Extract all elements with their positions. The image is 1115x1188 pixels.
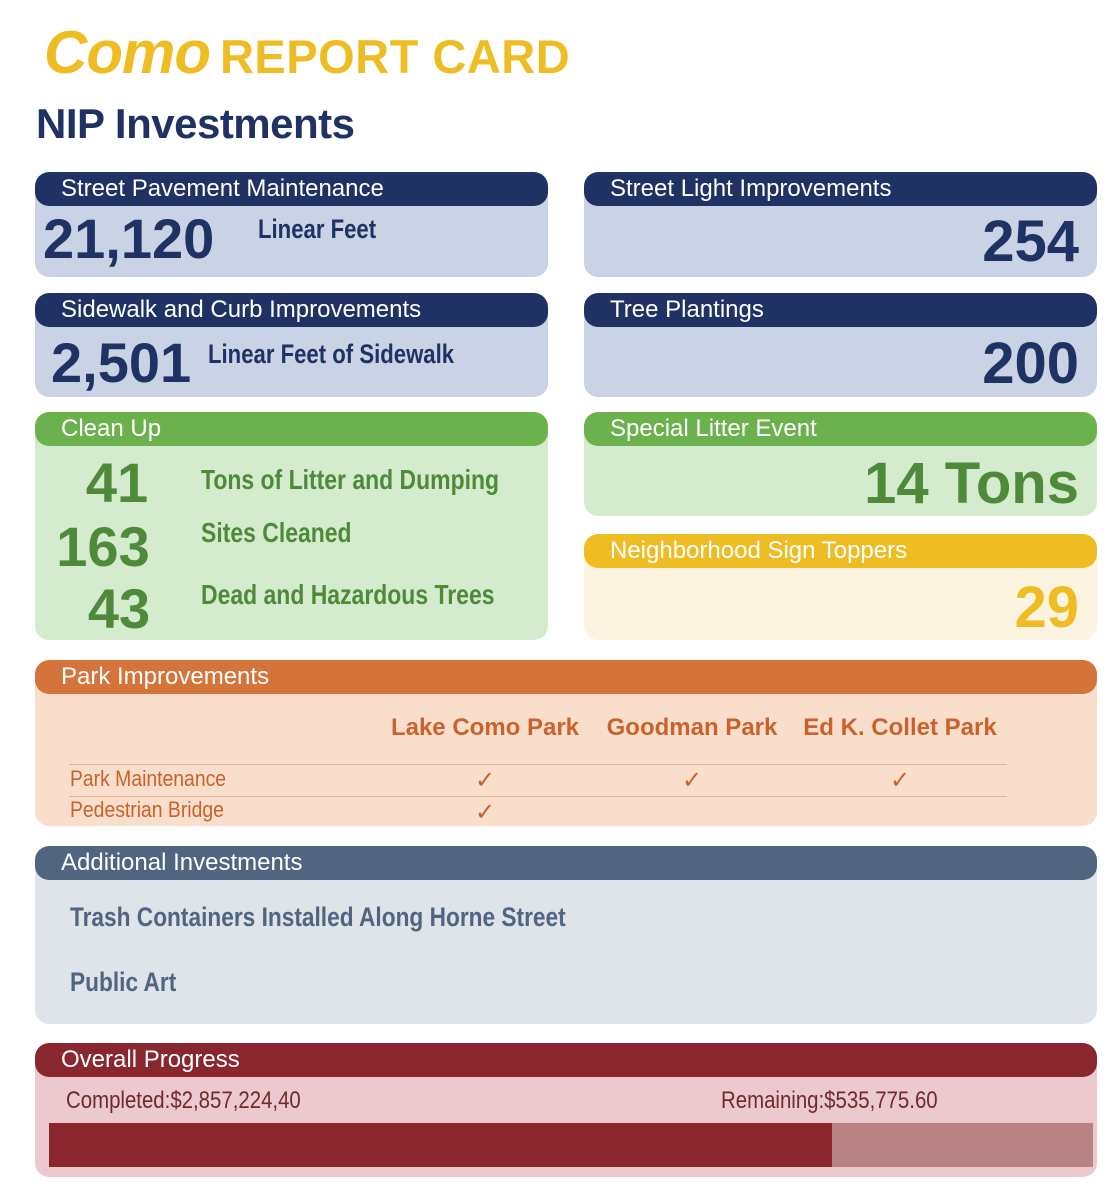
stat-unit: Linear Feet <box>258 214 377 244</box>
card-title: Additional Investments <box>35 846 1097 880</box>
card-clean-up: Clean Up 41 Tons of Litter and Dumping 1… <box>35 412 548 640</box>
table-divider <box>69 796 1007 797</box>
card-sidewalk: Sidewalk and Curb Improvements 2,501 Lin… <box>35 293 548 397</box>
stat-value: 254 <box>982 209 1079 274</box>
stat-value: 200 <box>982 331 1079 396</box>
card-street-pavement: Street Pavement Maintenance 21,120 Linea… <box>35 172 548 277</box>
card-title: Sidewalk and Curb Improvements <box>35 293 548 327</box>
card-sign-toppers: Neighborhood Sign Toppers 29 <box>584 534 1097 640</box>
brand-report-card: REPORT CARD <box>219 30 571 83</box>
cleanup-value: 41 <box>85 451 149 514</box>
card-title: Special Litter Event <box>584 412 1097 446</box>
card-overall-progress: Overall Progress Completed:$2,857,224,40… <box>35 1043 1097 1177</box>
park-column-header: Ed K. Collet Park <box>803 714 997 741</box>
park-column-header: Lake Como Park <box>390 714 580 741</box>
progress-bar <box>49 1123 1093 1167</box>
card-title: Park Improvements <box>35 660 1097 694</box>
cleanup-value: 163 <box>56 515 150 578</box>
check-icon: ✓ <box>889 767 911 794</box>
cleanup-label: Sites Cleaned <box>201 517 352 548</box>
investment-item: Public Art <box>70 967 177 997</box>
cleanup-label: Tons of Litter and Dumping <box>201 464 500 495</box>
page-title: NIP Investments <box>36 100 355 147</box>
check-icon: ✓ <box>474 767 496 794</box>
card-tree-plantings: Tree Plantings 200 <box>584 293 1097 397</box>
stat-value: 14 Tons <box>864 451 1079 516</box>
card-title: Overall Progress <box>35 1043 1097 1077</box>
investment-item: Trash Containers Installed Along Horne S… <box>70 902 566 932</box>
card-title: Neighborhood Sign Toppers <box>584 534 1097 568</box>
cleanup-label: Dead and Hazardous Trees <box>201 579 495 610</box>
stat-value: 29 <box>1014 575 1079 640</box>
brand-como: Como <box>44 19 211 86</box>
card-title: Tree Plantings <box>584 293 1097 327</box>
card-park-improvements: Park Improvements Lake Como Park Goodman… <box>35 660 1097 826</box>
card-street-light: Street Light Improvements 254 <box>584 172 1097 277</box>
cleanup-value: 43 <box>87 577 151 640</box>
check-icon: ✓ <box>681 767 703 794</box>
card-title: Clean Up <box>35 412 548 446</box>
completed-label: Completed:$2,857,224,40 <box>66 1087 301 1114</box>
park-row-label: Pedestrian Bridge <box>70 797 224 822</box>
card-special-litter: Special Litter Event 14 Tons <box>584 412 1097 516</box>
card-title: Street Pavement Maintenance <box>35 172 548 206</box>
stat-value: 2,501 <box>51 331 192 394</box>
stat-unit: Linear Feet of Sidewalk <box>208 339 455 369</box>
park-column-header: Goodman Park <box>606 714 778 741</box>
stat-value: 21,120 <box>43 207 215 270</box>
report-card-brand: Como REPORT CARD <box>44 18 570 87</box>
table-divider <box>69 764 1007 765</box>
check-icon: ✓ <box>474 799 496 826</box>
park-row-label: Park Maintenance <box>70 766 227 791</box>
card-additional-investments: Additional Investments Trash Containers … <box>35 846 1097 1024</box>
progress-bar-fill <box>49 1123 832 1167</box>
remaining-label: Remaining:$535,775.60 <box>721 1087 938 1114</box>
card-title: Street Light Improvements <box>584 172 1097 206</box>
